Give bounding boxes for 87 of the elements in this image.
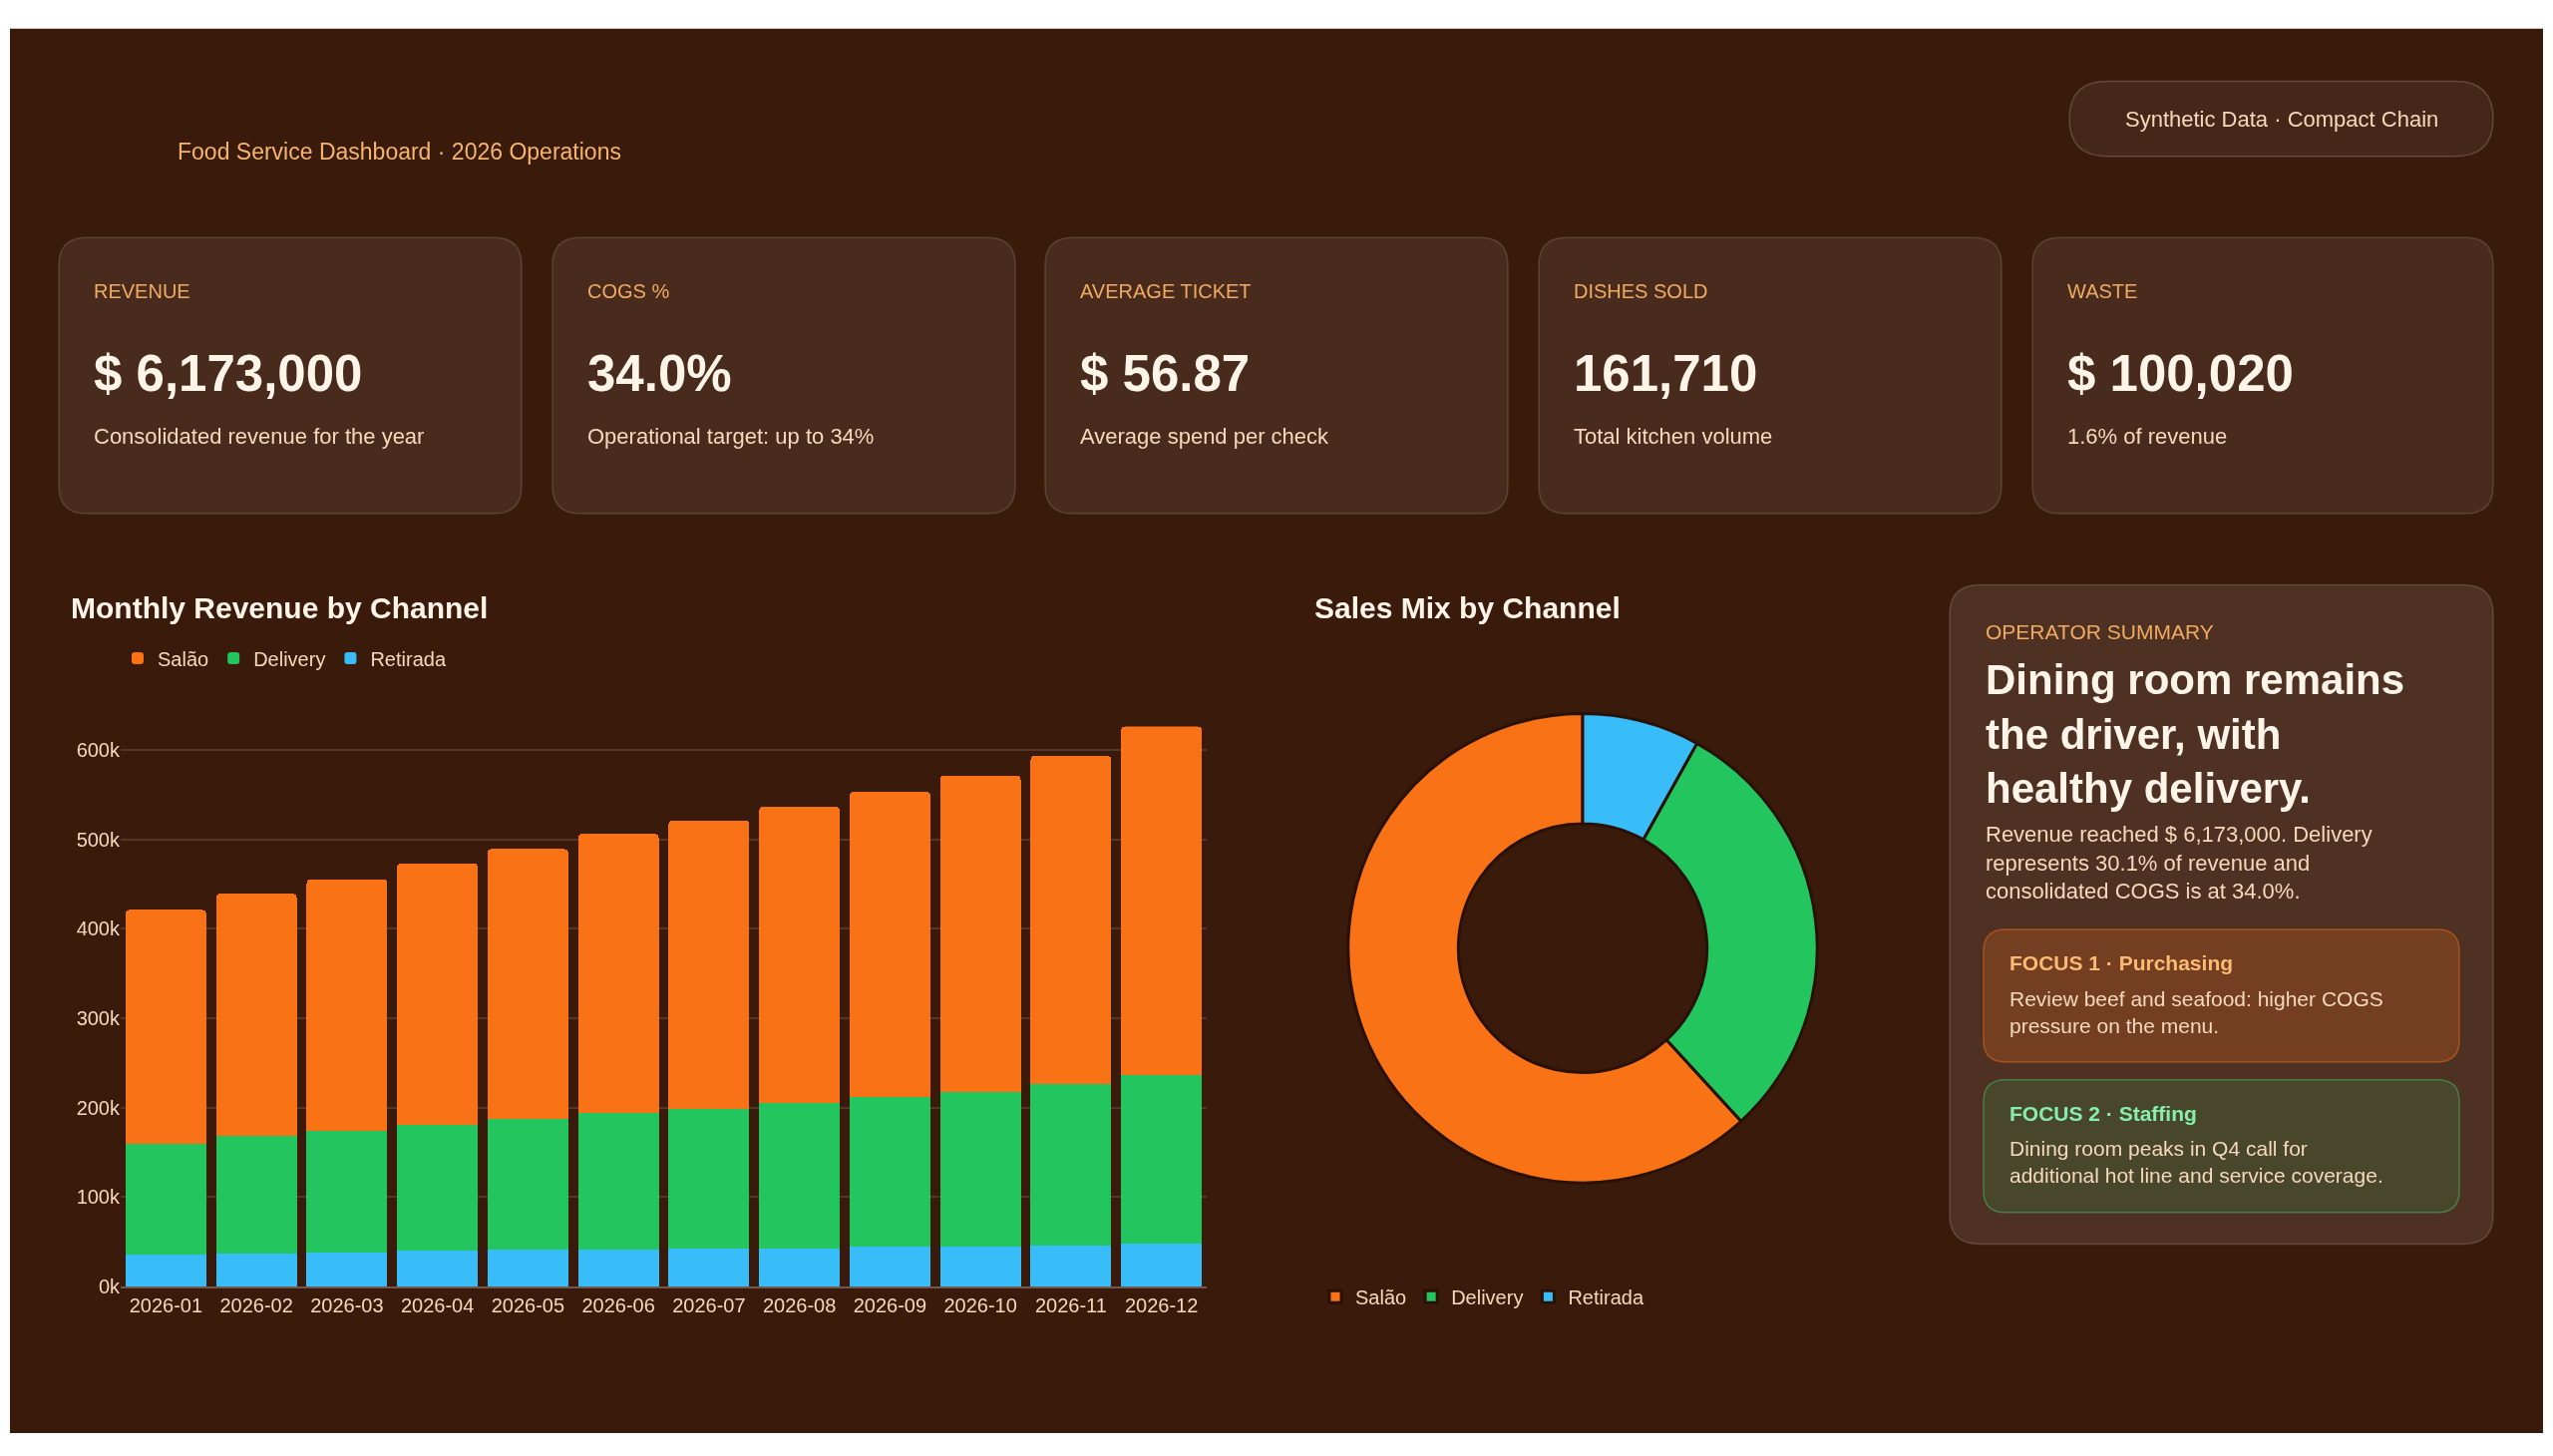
bar bbox=[577, 1249, 659, 1287]
text: Review beef and seafood: higher COGS pressure on the menu. bbox=[2009, 987, 2383, 1038]
bar bbox=[939, 1092, 1021, 1247]
text: 161,710 bbox=[1574, 345, 1758, 402]
text: OPERATOR SUMMARY bbox=[1986, 620, 2214, 643]
y-tick-label: 100k bbox=[76, 1186, 121, 1209]
x-tick-label: 2026-02 bbox=[219, 1293, 293, 1316]
bar bbox=[487, 1250, 568, 1287]
legend-label: Delivery bbox=[1451, 1285, 1524, 1308]
bar bbox=[668, 820, 750, 1109]
legend-label: Retirada bbox=[1568, 1285, 1644, 1308]
text: AVERAGE TICKET bbox=[1080, 280, 1252, 302]
x-tick-label: 2026-07 bbox=[672, 1293, 746, 1316]
bar bbox=[849, 791, 930, 1097]
x-tick-label: 2026-03 bbox=[310, 1293, 384, 1316]
x-tick-label: 2026-11 bbox=[1034, 1293, 1107, 1316]
y-tick-label: 200k bbox=[76, 1096, 121, 1119]
bar bbox=[397, 863, 479, 1125]
text: $ 56.87 bbox=[1080, 345, 1251, 402]
x-tick-label: 2026-04 bbox=[400, 1293, 475, 1316]
bar bbox=[1030, 756, 1112, 1085]
bar bbox=[759, 1248, 841, 1287]
bar bbox=[397, 1251, 479, 1287]
bar bbox=[577, 1113, 659, 1250]
bar bbox=[759, 1103, 841, 1249]
text: REVENUE bbox=[94, 280, 190, 302]
y-tick-label: 300k bbox=[76, 1007, 121, 1029]
x-tick-label: 2026-05 bbox=[491, 1293, 565, 1316]
bar bbox=[668, 1108, 750, 1249]
text: WASTE bbox=[2067, 280, 2138, 302]
bar bbox=[939, 775, 1021, 1093]
chart-title: Sales Mix by Channel bbox=[1314, 591, 1621, 624]
y-tick-label: 0k bbox=[98, 1275, 121, 1298]
text: Average spend per check bbox=[1080, 424, 1330, 449]
text: Food Service Dashboard · 2026 Operations bbox=[178, 139, 621, 165]
text: Dining room remains the driver, with healthy delivery. bbox=[1986, 656, 2405, 813]
y-tick-label: 500k bbox=[76, 828, 121, 851]
text: Total kitchen volume bbox=[1574, 424, 1773, 449]
bar bbox=[1121, 726, 1203, 1076]
bar bbox=[1030, 1245, 1112, 1287]
x-tick-label: 2026-12 bbox=[1124, 1293, 1199, 1316]
chart-title: Monthly Revenue by Channel bbox=[71, 591, 489, 624]
text: DISHES SOLD bbox=[1574, 280, 1708, 302]
bar bbox=[668, 1248, 750, 1287]
bar bbox=[215, 894, 297, 1136]
text: Revenue reached $ 6,173,000. Delivery represents 30.1% of revenue and consolidated COGS is at 34.0%. bbox=[1986, 822, 2372, 905]
text: Dining room peaks in Q4 call for additional hot line and service coverage. bbox=[2009, 1137, 2383, 1188]
bar bbox=[1030, 1084, 1112, 1246]
bar bbox=[306, 879, 388, 1132]
bar bbox=[759, 807, 841, 1104]
legend-label: Salão bbox=[158, 647, 209, 670]
bar bbox=[125, 910, 206, 1144]
bar bbox=[577, 834, 659, 1114]
x-tick-label: 2026-09 bbox=[853, 1293, 927, 1316]
text: $ 6,173,000 bbox=[94, 345, 363, 402]
bar bbox=[306, 1131, 388, 1254]
x-tick-label: 2026-08 bbox=[762, 1293, 837, 1316]
bar bbox=[1121, 1075, 1203, 1245]
text: $ 100,020 bbox=[2067, 345, 2294, 402]
bar bbox=[487, 1118, 568, 1251]
bar bbox=[125, 1254, 206, 1287]
text: 34.0% bbox=[587, 345, 732, 402]
bar bbox=[215, 1135, 297, 1254]
bar bbox=[125, 1143, 206, 1255]
y-tick-label: 600k bbox=[76, 738, 121, 761]
legend-label: Delivery bbox=[253, 647, 326, 670]
bar bbox=[939, 1246, 1021, 1287]
legend-label: Retirada bbox=[370, 647, 447, 670]
bar bbox=[215, 1254, 297, 1287]
text: FOCUS 2 · Staffing bbox=[2009, 1102, 2197, 1125]
bar bbox=[849, 1246, 930, 1287]
text: 1.6% of revenue bbox=[2067, 424, 2228, 449]
bar bbox=[487, 849, 568, 1119]
text: Consolidated revenue for the year bbox=[94, 424, 425, 449]
x-tick-label: 2026-01 bbox=[129, 1293, 203, 1316]
x-tick-label: 2026-06 bbox=[581, 1293, 655, 1316]
bar bbox=[397, 1124, 479, 1252]
text: COGS % bbox=[587, 280, 670, 302]
bar bbox=[1121, 1244, 1203, 1287]
bar bbox=[849, 1096, 930, 1247]
text: Synthetic Data · Compact Chain bbox=[2125, 107, 2439, 132]
text: FOCUS 1 · Purchasing bbox=[2009, 951, 2234, 974]
bar bbox=[306, 1253, 388, 1287]
y-tick-label: 400k bbox=[76, 917, 121, 940]
x-tick-label: 2026-10 bbox=[943, 1293, 1017, 1316]
legend-label: Salão bbox=[1355, 1285, 1407, 1308]
text: Operational target: up to 34% bbox=[587, 424, 875, 449]
